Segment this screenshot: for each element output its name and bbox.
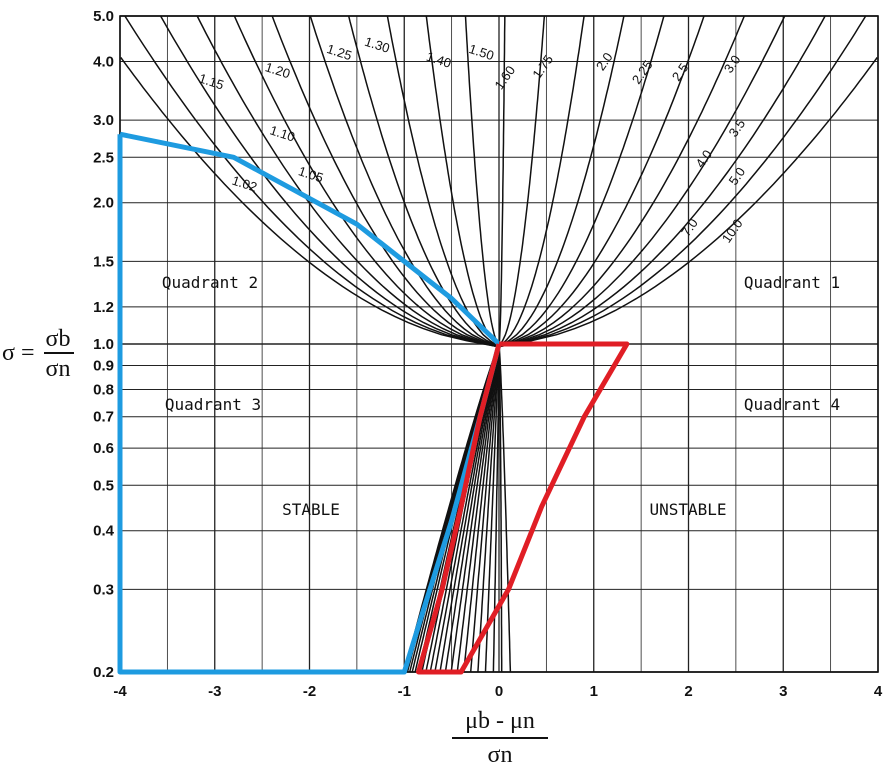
y-tick-label: 0.5 bbox=[93, 477, 114, 494]
transition-region-outline bbox=[416, 341, 630, 675]
y-tick-label: 0.6 bbox=[93, 440, 114, 457]
y-tick-label: 0.7 bbox=[93, 409, 114, 426]
x-tick-label: -2 bbox=[303, 683, 316, 700]
curve-value-label: 1.05 bbox=[297, 163, 326, 185]
x-axis-label-denominator: σn bbox=[488, 742, 513, 768]
y-tick-label: 1.0 bbox=[93, 336, 114, 353]
curve-value-label: 5.0 bbox=[726, 164, 749, 187]
curve-value-label: 1.60 bbox=[491, 63, 518, 92]
y-tick-label: 2.0 bbox=[93, 195, 114, 212]
region-quadrant-1: Quadrant 1 bbox=[744, 273, 840, 292]
y-axis-label-symbol: σ = bbox=[2, 340, 34, 366]
y-tick-label: 1.2 bbox=[93, 299, 114, 316]
y-tick-label: 0.4 bbox=[93, 523, 115, 540]
x-tick-label: -3 bbox=[208, 683, 221, 700]
y-tick-label: 3.0 bbox=[93, 112, 114, 129]
curve-value-label: 1.15 bbox=[197, 70, 226, 92]
y-tick-label: 0.9 bbox=[93, 357, 114, 374]
region-quadrant-3: Quadrant 3 bbox=[165, 395, 261, 414]
overlay-layer bbox=[117, 131, 630, 675]
region-quadrant-4: Quadrant 4 bbox=[744, 395, 840, 414]
curve-value-label: 1.40 bbox=[424, 49, 453, 71]
curve-value-label: 1.02 bbox=[230, 173, 259, 195]
x-tick-label: 3 bbox=[779, 683, 787, 700]
y-tick-label: 4.0 bbox=[93, 53, 114, 70]
y-axis-label-numerator: σb bbox=[46, 326, 71, 352]
curve-value-label: 4.0 bbox=[692, 147, 715, 170]
y-tick-label: 0.3 bbox=[93, 581, 114, 598]
x-axis-label-numerator: μb - μn bbox=[465, 708, 535, 734]
curve-value-label: 3.0 bbox=[721, 52, 744, 75]
curve-value-label: 1.10 bbox=[268, 123, 297, 145]
region-quadrant-2: Quadrant 2 bbox=[162, 273, 258, 292]
y-tick-label: 1.5 bbox=[93, 253, 114, 270]
curve-value-label: 1.50 bbox=[467, 41, 496, 63]
curve-value-label: 1.20 bbox=[263, 59, 292, 81]
tick-layer: -4 -3 -2 -1 0 1 2 3 4 0.2 0.3 0.4 0.5 0.6 0.7 0.8 0.9 1.0… bbox=[93, 8, 883, 700]
contour-curve bbox=[498, 57, 878, 673]
x-tick-label: -4 bbox=[113, 683, 127, 700]
x-tick-label: -1 bbox=[398, 683, 411, 700]
x-tick-label: 4 bbox=[874, 683, 883, 700]
x-tick-label: 0 bbox=[495, 683, 503, 700]
curve-value-label: 1.75 bbox=[529, 52, 556, 81]
curve-value-label: 1.30 bbox=[363, 34, 392, 56]
y-tick-label: 0.8 bbox=[93, 381, 114, 398]
y-tick-label: 2.5 bbox=[93, 149, 114, 166]
contour-curve bbox=[309, 15, 499, 673]
y-axis-label-denominator: σn bbox=[46, 356, 71, 382]
curve-value-label: 10.0 bbox=[719, 216, 746, 245]
region-stable: STABLE bbox=[282, 500, 340, 519]
x-tick-label: 2 bbox=[684, 683, 692, 700]
x-tick-label: 1 bbox=[590, 683, 598, 700]
y-tick-label: 0.2 bbox=[93, 664, 114, 681]
y-axis-label: σ = σb σn bbox=[2, 326, 74, 382]
x-axis-label: μb - μn σn bbox=[452, 708, 548, 768]
curve-value-label: 1.25 bbox=[325, 41, 354, 63]
y-tick-label: 5.0 bbox=[93, 8, 114, 25]
region-unstable: UNSTABLE bbox=[649, 500, 726, 519]
